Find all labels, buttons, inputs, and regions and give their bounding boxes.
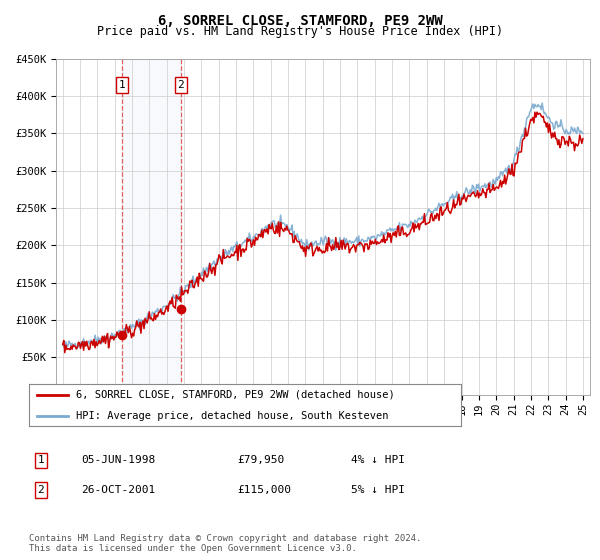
Text: 2: 2 [37, 485, 44, 495]
Text: £79,950: £79,950 [237, 455, 284, 465]
Text: 1: 1 [37, 455, 44, 465]
Text: 26-OCT-2001: 26-OCT-2001 [81, 485, 155, 495]
Text: £115,000: £115,000 [237, 485, 291, 495]
Text: 1: 1 [119, 80, 125, 90]
Text: 6, SORREL CLOSE, STAMFORD, PE9 2WW: 6, SORREL CLOSE, STAMFORD, PE9 2WW [158, 14, 442, 28]
Text: 5% ↓ HPI: 5% ↓ HPI [351, 485, 405, 495]
Text: 4% ↓ HPI: 4% ↓ HPI [351, 455, 405, 465]
Text: HPI: Average price, detached house, South Kesteven: HPI: Average price, detached house, Sout… [76, 412, 389, 421]
Text: 05-JUN-1998: 05-JUN-1998 [81, 455, 155, 465]
Bar [122, 59, 181, 395]
Text: Contains HM Land Registry data © Crown copyright and database right 2024.
This d: Contains HM Land Registry data © Crown c… [29, 534, 421, 553]
Text: 2: 2 [178, 80, 184, 90]
Text: 6, SORREL CLOSE, STAMFORD, PE9 2WW (detached house): 6, SORREL CLOSE, STAMFORD, PE9 2WW (deta… [76, 390, 395, 400]
Text: Price paid vs. HM Land Registry's House Price Index (HPI): Price paid vs. HM Land Registry's House … [97, 25, 503, 38]
